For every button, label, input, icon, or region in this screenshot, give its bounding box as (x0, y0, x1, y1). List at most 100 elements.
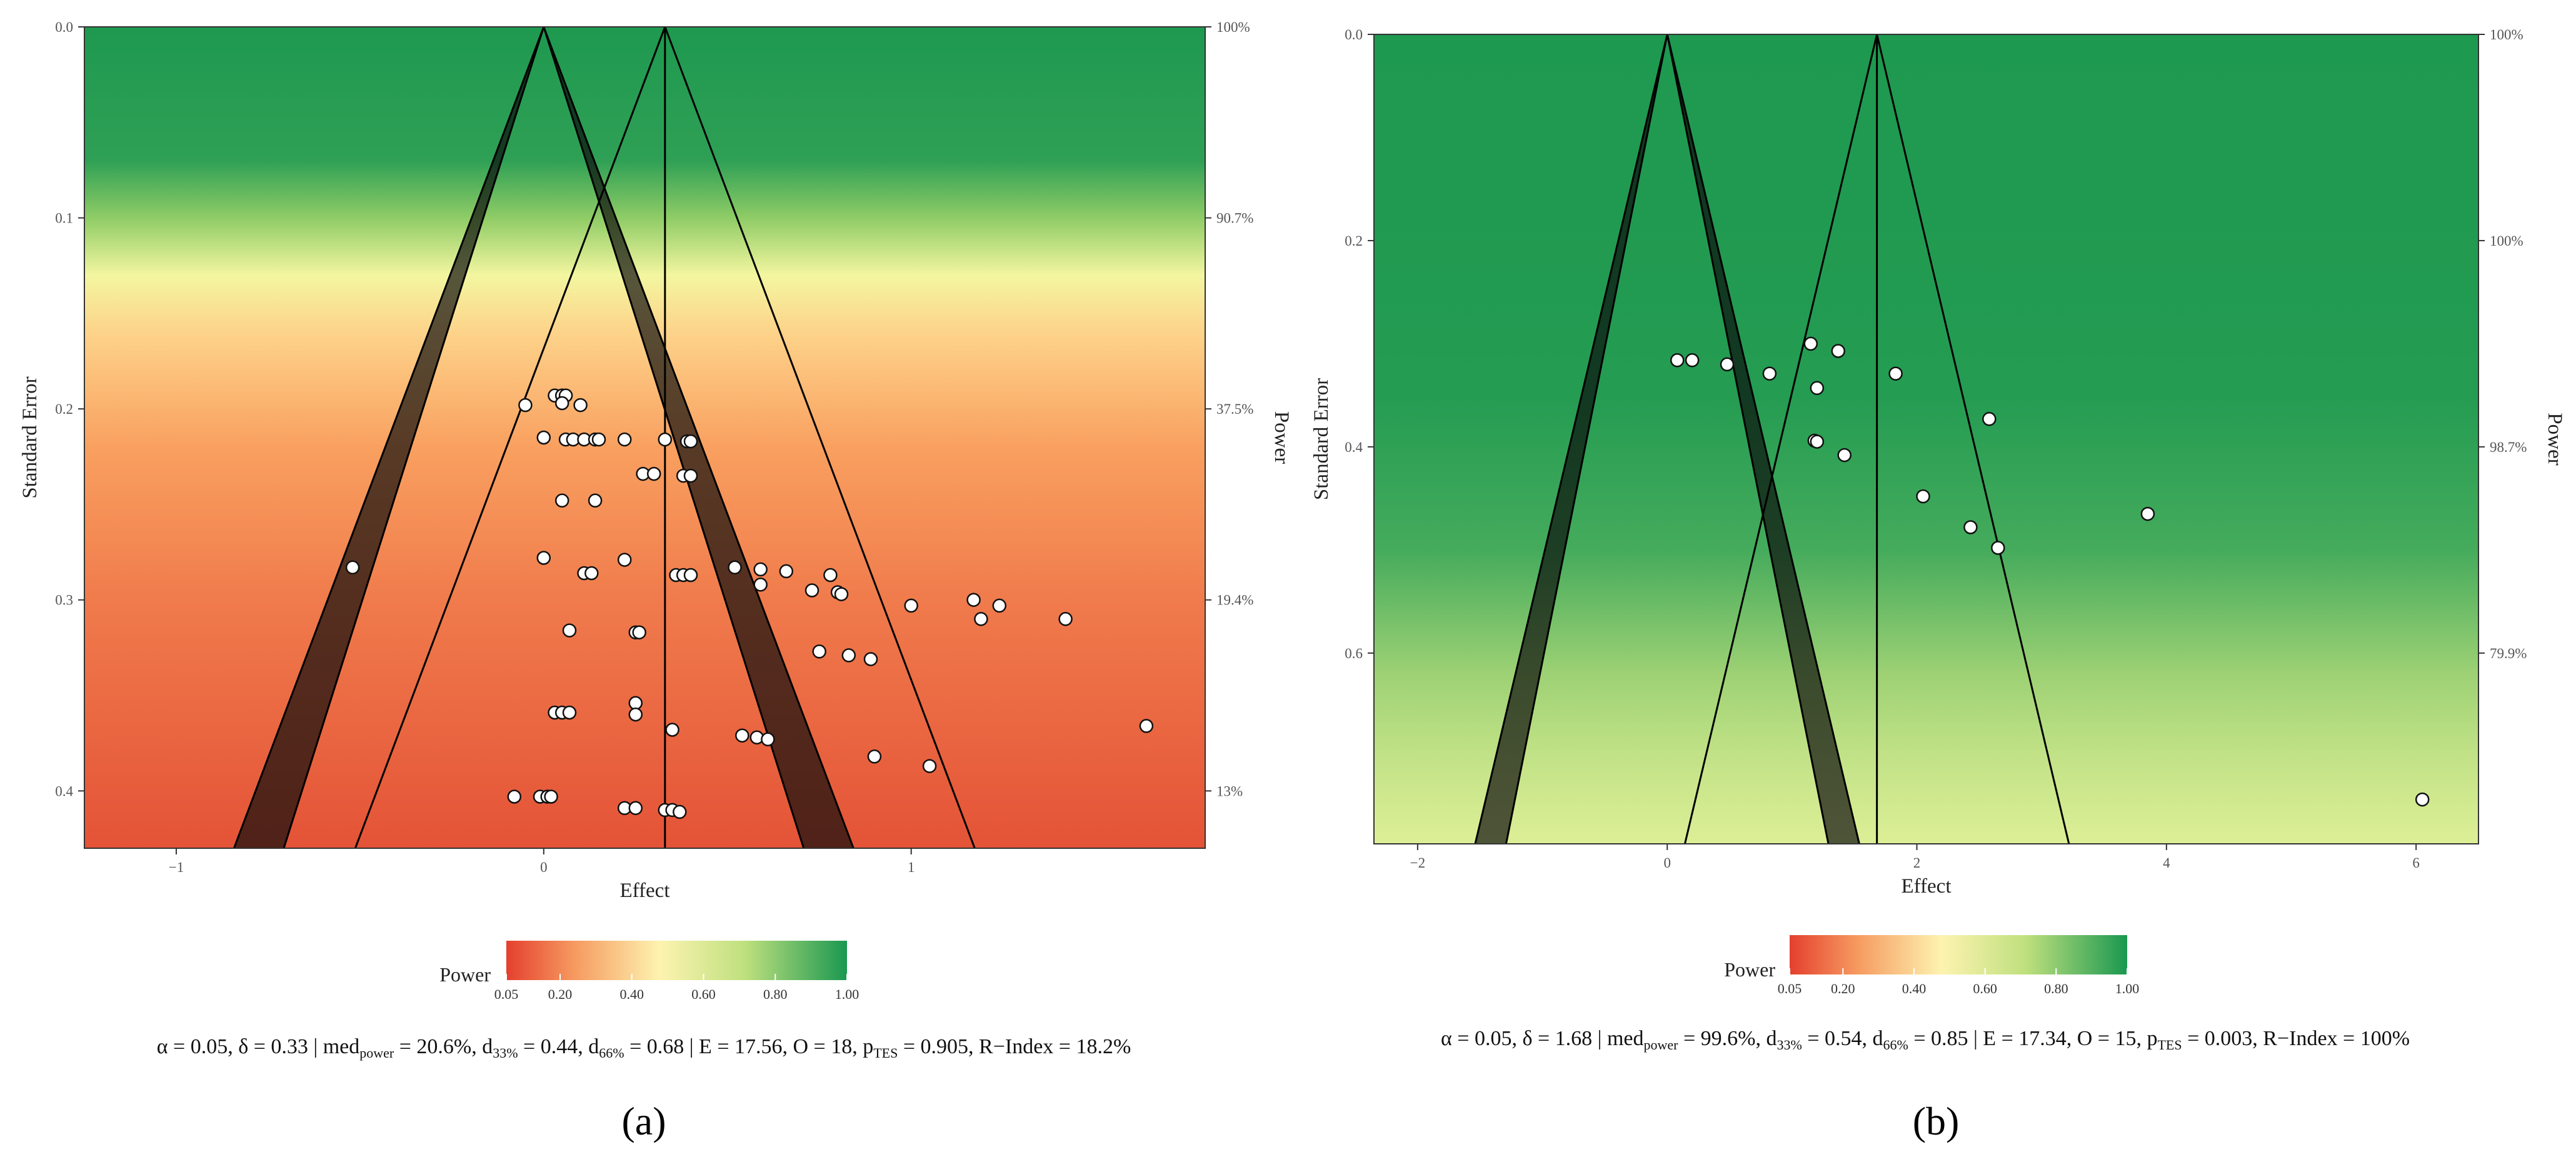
data-point (683, 568, 698, 583)
data-point (804, 583, 819, 598)
delta-funnel-left-line (354, 27, 666, 848)
data-point (1991, 541, 2005, 555)
data-point (518, 398, 533, 413)
y-tick-label: 0.0 (55, 19, 73, 35)
panel-label: (a) (621, 1099, 666, 1143)
funnel-plot-a: −1 0 1 0.0 100% 0.1 90.7% 0.2 37.5% 0.3 19.4% 0.4 13… (19, 19, 1293, 1143)
data-point (628, 707, 643, 722)
stats-text: = 0.003, R−Index = 100% (2182, 1027, 2410, 1050)
x-axis-label: Effect (619, 879, 669, 902)
plot-frame (84, 26, 1206, 849)
data-point (632, 625, 646, 639)
data-point (658, 432, 673, 447)
data-point (1963, 520, 1978, 534)
data-point (974, 612, 988, 626)
data-point (1810, 381, 1825, 396)
panel-label: (b) (1913, 1099, 1960, 1143)
legend-tick-label: 0.60 (1973, 981, 1997, 996)
data-point (1982, 412, 1997, 426)
power-tick-label: 79.9% (2490, 646, 2527, 661)
legend-tick-label: 0.20 (548, 986, 573, 1002)
stats-text: = 0.44, d (518, 1035, 599, 1058)
y-axis-label: Standard Error (19, 376, 41, 498)
data-point (536, 430, 551, 445)
funnel-plot-b: −2 0 2 4 6 0.0 100% 0.2 100% 0.4 98.7% 0.6 79.9% Effe… (1310, 27, 2566, 1143)
data-point (812, 644, 826, 659)
y-tick-label: 0.1 (55, 211, 73, 226)
data-point (646, 466, 661, 481)
data-point (507, 789, 522, 804)
funnel-band-left (233, 27, 545, 848)
data-point (665, 723, 679, 737)
stats-text: α = 0.05, δ = 1.68 | med (1441, 1027, 1644, 1050)
data-point (683, 468, 698, 483)
x-tick-label: 1 (908, 859, 915, 875)
data-point (966, 593, 981, 607)
legend-tick-label: 0.80 (2044, 981, 2068, 996)
data-point (841, 648, 856, 663)
power-axis-label: Power (1270, 411, 1293, 464)
power-tick-label: 100% (2490, 27, 2523, 43)
power-tick-label: 100% (2490, 233, 2523, 249)
funnel-band-right (543, 27, 854, 848)
funnel-band-left (1474, 34, 1668, 844)
data-point (573, 398, 588, 413)
x-tick-label: 4 (2163, 855, 2170, 871)
power-background (84, 27, 1205, 848)
data-point (1916, 489, 1930, 504)
stats-subscript: power (1643, 1037, 1678, 1053)
delta-funnel-right-line (1876, 34, 2070, 844)
data-point (628, 801, 643, 816)
legend-tick-label: 0.60 (691, 986, 716, 1002)
legend-colorbar (1790, 935, 2127, 974)
stats-text: = 99.6%, d (1678, 1027, 1777, 1050)
data-point (554, 396, 569, 411)
data-point (834, 587, 849, 601)
stats-text: = 0.54, d (1802, 1027, 1883, 1050)
data-point (562, 623, 577, 638)
stats-text: = 0.85 | E = 17.34, O = 15, p (1908, 1027, 2158, 1050)
power-axis-label: Power (2543, 413, 2566, 465)
data-point (536, 551, 551, 565)
stats-subscript: 66% (599, 1045, 624, 1061)
data-point (779, 564, 794, 579)
x-tick-label: 0 (1663, 855, 1671, 871)
legend-tick-label: 0.80 (763, 986, 788, 1002)
legend-title: Power (1724, 958, 1775, 981)
legend-tick-label: 0.05 (1778, 981, 1802, 996)
funnel-layer (1474, 34, 2070, 844)
data-point (823, 568, 838, 583)
x-tick-label: 6 (2412, 855, 2420, 871)
power-tick-label: 37.5% (1216, 401, 1253, 417)
stats-text: = 0.68 | E = 17.56, O = 18, p (624, 1035, 874, 1058)
stats-summary: α = 0.05, δ = 0.33 | medpower = 20.6%, d… (157, 1035, 1131, 1061)
data-point (1685, 353, 1700, 368)
data-point (345, 560, 360, 575)
x-axis-label: Effect (1901, 875, 1951, 898)
x-tick-label: −1 (169, 859, 184, 875)
data-point (904, 598, 918, 613)
stats-subscript: 66% (1883, 1037, 1908, 1053)
stats-subscript: 33% (493, 1045, 518, 1061)
stats-text: α = 0.05, δ = 0.33 | med (157, 1035, 360, 1058)
data-point (1139, 719, 1154, 733)
power-tick-label: 90.7% (1216, 211, 1253, 226)
stats-text: = 0.905, R−Index = 18.2% (898, 1035, 1131, 1058)
data-point (863, 652, 878, 666)
legend-colorbar (506, 941, 847, 980)
data-point (591, 432, 606, 447)
legend-tick-label: 0.05 (494, 986, 519, 1002)
power-tick-label: 98.7% (2490, 439, 2527, 455)
y-tick-label: 0.6 (1345, 646, 1363, 661)
data-point (761, 732, 775, 747)
data-point (1888, 366, 1903, 381)
stats-subscript: 33% (1777, 1037, 1802, 1053)
y-tick-label: 0.4 (55, 783, 73, 799)
stats-subscript: TES (2157, 1037, 2182, 1053)
data-point (1670, 353, 1685, 368)
data-point (753, 578, 768, 592)
y-axis-label: Standard Error (1310, 378, 1333, 500)
x-tick-label: 0 (540, 859, 548, 875)
data-point (584, 566, 599, 581)
